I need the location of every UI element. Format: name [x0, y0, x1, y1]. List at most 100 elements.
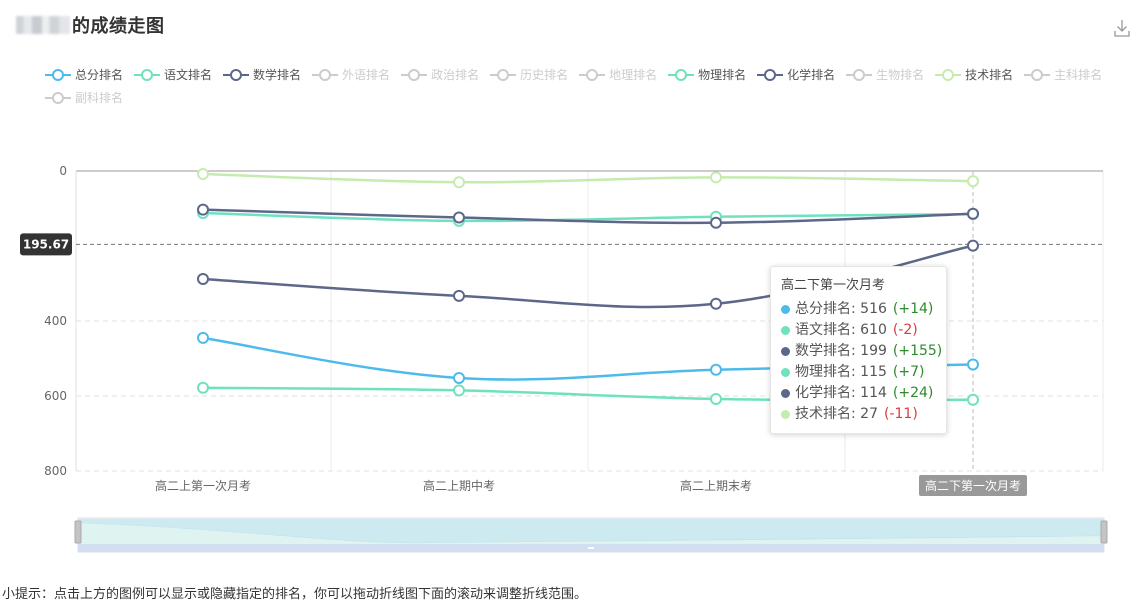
series-dot-icon [781, 410, 790, 419]
x-tick-label: 高二上期中考 [423, 478, 495, 493]
y-tick-label: 800 [44, 464, 67, 478]
legend-line-circle-icon [45, 68, 71, 81]
legend-label: 历史排名 [520, 68, 569, 82]
pointer-value-label: 195.67 [23, 237, 69, 251]
series-point [967, 393, 979, 406]
legend-line-circle-icon [45, 91, 71, 104]
tooltip-row: 化学排名: 114 (+24) [781, 383, 936, 404]
download-icon[interactable] [1113, 17, 1131, 39]
tooltip-value: 语文排名: 610 [795, 322, 887, 338]
pointer-value-badge [20, 233, 72, 256]
legend-line-circle-icon [401, 68, 428, 81]
data-zoom-slider[interactable] [74, 517, 1108, 553]
legend-label: 物理排名 [698, 68, 747, 82]
series-point [710, 171, 722, 184]
series-point [710, 216, 722, 229]
zoom-preview-area [78, 523, 1104, 544]
legend-label: 外语排名 [342, 68, 391, 82]
legend-label: 生物排名 [876, 68, 925, 82]
legend-line-circle-icon [846, 68, 873, 81]
legend-item[interactable]: 副科排名 [44, 89, 123, 106]
tooltip-value: 技术排名: 27 [795, 406, 878, 422]
legend-item[interactable]: 化学排名 [756, 66, 835, 83]
series-line [202, 211, 974, 223]
legend-item[interactable]: 外语排名 [311, 66, 390, 83]
legend-line-circle-icon [312, 68, 339, 81]
legend-item[interactable]: 数学排名 [222, 66, 301, 83]
x-tick-label: 高二上第一次月考 [155, 478, 251, 493]
legend-item[interactable]: 地理排名 [578, 66, 657, 83]
legend-label: 语文排名 [164, 68, 213, 82]
chart-legend: 总分排名 语文排名 数学排名 外语排名 政治排名 历史排名 地理排名 物理排名 化学排名 生物排名… [44, 66, 1114, 106]
tooltip-delta: (+155) [892, 343, 943, 359]
tooltip-delta: (-2) [892, 322, 918, 338]
y-tick-label: 0 [59, 164, 67, 178]
legend-line-circle-icon [668, 68, 695, 81]
tooltip-row: 总分排名: 516 (+14) [781, 299, 936, 320]
tooltip-value: 数学排名: 199 [795, 343, 887, 359]
legend-item[interactable]: 历史排名 [489, 66, 568, 83]
legend-line-circle-icon [757, 68, 784, 81]
legend-item[interactable]: 技术排名 [934, 66, 1013, 83]
series-dot-icon [781, 347, 790, 356]
tooltip-row: 语文排名: 610 (-2) [781, 320, 936, 341]
series-dot-icon [781, 326, 790, 335]
series-point [967, 207, 979, 220]
legend-item[interactable]: 主科排名 [1023, 66, 1102, 83]
series-point [197, 381, 209, 394]
tooltip-value: 总分排名: 516 [795, 301, 887, 317]
legend-label: 主科排名 [1054, 68, 1103, 82]
tooltip-delta: (-11) [883, 406, 918, 422]
tooltip-row: 物理排名: 115 (+7) [781, 362, 936, 383]
legend-item[interactable]: 政治排名 [400, 66, 479, 83]
series-dot-icon [781, 305, 790, 314]
legend-item[interactable]: 语文排名 [133, 66, 212, 83]
series-point [197, 203, 209, 216]
series-line [202, 172, 974, 184]
tooltip-value: 化学排名: 114 [795, 385, 887, 401]
legend-label: 总分排名 [75, 68, 124, 82]
tooltip-row: 数学排名: 199 (+155) [781, 341, 942, 362]
y-tick-label: 600 [44, 389, 67, 403]
tooltip-delta: (+7) [892, 364, 925, 380]
series-point [197, 273, 209, 285]
series-point [197, 331, 209, 344]
tooltip-delta: (+14) [892, 301, 934, 317]
legend-line-circle-icon [223, 68, 250, 81]
blurred-student-name [16, 16, 70, 34]
legend-line-circle-icon [935, 68, 962, 81]
tooltip-title: 高二下第一次月考 [781, 278, 886, 293]
tooltip-delta: (+24) [892, 385, 934, 401]
line-chart: 0 400 600 800 195.67 高二上第一次月考 高二上期中考 高二上期末考 高二下第… [20, 164, 1108, 553]
legend-item[interactable]: 生物排名 [845, 66, 924, 83]
zoom-handle-right[interactable] [1100, 520, 1108, 544]
legend-item[interactable]: 总分排名 [44, 66, 123, 83]
chart-title: 的成绩走图 [72, 16, 165, 37]
legend-line-circle-icon [134, 68, 161, 81]
legend-line-circle-icon [490, 68, 517, 81]
series-point [453, 384, 465, 397]
series-dot-icon [781, 389, 790, 398]
chart-tooltip: 高二下第一次月考 总分排名: 516 (+14) 语文排名: 610 (-2) 数学排名… [770, 266, 947, 434]
series-point [710, 297, 722, 310]
series-point [453, 289, 465, 302]
series-point [197, 168, 209, 180]
legend-item[interactable]: 物理排名 [667, 66, 746, 83]
hint-text: 小提示：点击上方的图例可以显示或隐藏指定的排名，你可以拖动折线图下面的滚动来调整… [2, 587, 588, 602]
tooltip-row: 技术排名: 27 (-11) [781, 404, 936, 425]
chart-header: 的成绩走图 [16, 13, 165, 37]
legend-line-circle-icon [1024, 68, 1051, 81]
legend-line-circle-icon [579, 68, 606, 81]
legend-label: 政治排名 [431, 68, 480, 82]
series-point [453, 211, 465, 224]
legend-label: 数学排名 [253, 68, 302, 82]
y-tick-label: 400 [44, 314, 67, 328]
x-tick-label: 高二下第一次月考 [925, 478, 1021, 493]
zoom-grip-icon [588, 547, 594, 549]
zoom-handle-left[interactable] [74, 520, 82, 544]
legend-label: 副科排名 [75, 91, 124, 105]
series-point [710, 393, 722, 405]
x-highlight-badge [919, 475, 1027, 496]
series-dot-icon [781, 368, 790, 377]
legend-label: 化学排名 [787, 68, 836, 82]
